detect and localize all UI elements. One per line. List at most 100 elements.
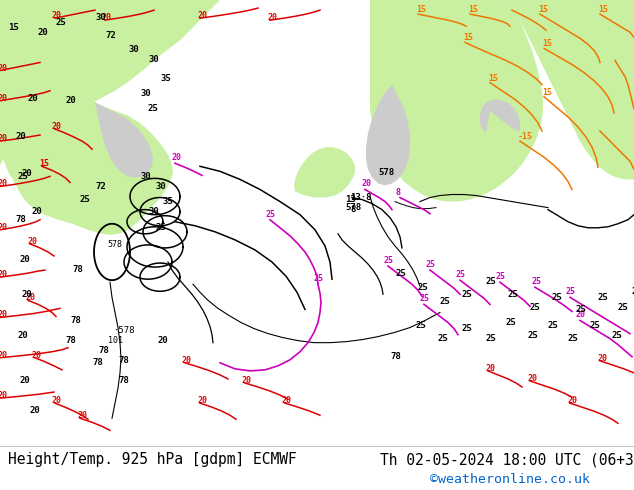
Text: 20: 20 [485,364,495,373]
Text: 20: 20 [197,11,207,20]
Text: 78: 78 [72,265,83,274]
Text: 30: 30 [140,172,151,181]
Text: 8: 8 [350,205,356,214]
Text: 25: 25 [462,290,473,299]
Text: 25: 25 [618,303,629,313]
Text: Th 02-05-2024 18:00 UTC (06+36): Th 02-05-2024 18:00 UTC (06+36) [380,452,634,467]
Text: 30: 30 [148,207,158,216]
Text: 20: 20 [52,11,62,20]
Text: 20: 20 [22,290,33,299]
Polygon shape [294,147,355,197]
Text: 20: 20 [361,179,371,189]
Text: 20: 20 [25,294,35,302]
Text: 20: 20 [282,396,292,405]
Text: 20: 20 [0,311,7,319]
Text: 25: 25 [80,195,91,203]
Text: 20: 20 [15,132,26,141]
Text: 20: 20 [20,255,31,264]
Text: 30: 30 [148,55,158,65]
Text: 25: 25 [440,297,451,306]
Text: 20: 20 [0,179,7,189]
Text: 20: 20 [22,170,33,178]
Text: 25: 25 [456,270,466,279]
Text: 20: 20 [597,354,607,363]
Text: 578: 578 [378,169,394,177]
Polygon shape [480,100,520,133]
Text: 20: 20 [32,207,42,216]
Text: 72: 72 [105,31,116,40]
Text: 25: 25 [530,303,541,313]
Text: 20: 20 [77,411,87,420]
Text: 78: 78 [15,215,26,224]
Text: 20: 20 [0,270,7,279]
Text: 20: 20 [576,311,586,319]
Polygon shape [92,101,153,177]
Text: 25: 25 [55,18,66,27]
Text: 20: 20 [158,336,169,344]
Text: 25: 25 [420,294,430,303]
Text: Height/Temp. 925 hPa [gdpm] ECMWF: Height/Temp. 925 hPa [gdpm] ECMWF [8,452,297,467]
Text: 25: 25 [426,260,436,269]
Text: 15: 15 [542,88,552,97]
Text: 20: 20 [0,351,7,360]
Text: 15: 15 [8,23,19,32]
Text: 25: 25 [418,283,429,292]
Polygon shape [370,0,543,201]
Text: 25: 25 [395,269,406,278]
Text: 25: 25 [566,287,576,296]
Text: 101: 101 [108,336,123,344]
Text: ©weatheronline.co.uk: ©weatheronline.co.uk [430,473,590,487]
Text: 72: 72 [95,182,106,192]
Text: 20: 20 [0,64,7,73]
Text: 20: 20 [52,122,62,131]
Text: 578: 578 [345,203,361,212]
Text: 30: 30 [128,46,139,54]
Text: 25: 25 [485,277,496,286]
Text: 25: 25 [505,318,515,326]
Polygon shape [510,0,634,179]
Text: 25: 25 [155,223,165,232]
Text: 25: 25 [438,334,449,343]
Text: 25: 25 [415,320,426,330]
Text: 25: 25 [18,172,29,181]
Text: 25: 25 [552,294,563,302]
Text: 20: 20 [18,331,29,340]
Text: 25: 25 [575,305,586,315]
Text: 25: 25 [548,320,559,330]
Text: 78: 78 [92,358,103,367]
Text: 20: 20 [171,153,181,162]
Text: 15: 15 [416,5,426,14]
Text: 30: 30 [140,89,151,98]
Text: 15: 15 [542,39,552,49]
Text: 20: 20 [0,223,7,232]
Text: 578: 578 [107,240,122,249]
Text: 20: 20 [182,356,192,365]
Text: 20: 20 [242,376,252,385]
Text: 25: 25 [485,334,496,343]
Text: 15: 15 [468,5,478,14]
Text: 20: 20 [38,28,49,37]
Text: 20: 20 [27,237,37,246]
Text: 20: 20 [527,374,537,383]
Text: 20: 20 [32,351,42,360]
Text: 20: 20 [0,134,7,143]
Text: 20: 20 [52,396,62,405]
Text: 20: 20 [20,376,31,385]
Text: 20: 20 [28,94,39,103]
Text: 78: 78 [118,356,129,365]
Text: 25: 25 [590,320,601,330]
Text: 25: 25 [496,272,506,281]
Text: 25: 25 [462,323,473,333]
Text: 15: 15 [488,74,498,83]
Text: 25: 25 [632,287,634,296]
Text: 25: 25 [568,334,579,343]
Text: 20: 20 [567,396,577,405]
Text: 35: 35 [162,196,172,206]
Text: 30: 30 [95,13,106,22]
Text: 25: 25 [528,331,539,340]
Text: 78: 78 [98,346,109,355]
Text: 15: 15 [538,5,548,14]
Text: 8: 8 [396,188,401,196]
Text: 20: 20 [102,13,112,22]
Text: 20: 20 [30,406,41,415]
